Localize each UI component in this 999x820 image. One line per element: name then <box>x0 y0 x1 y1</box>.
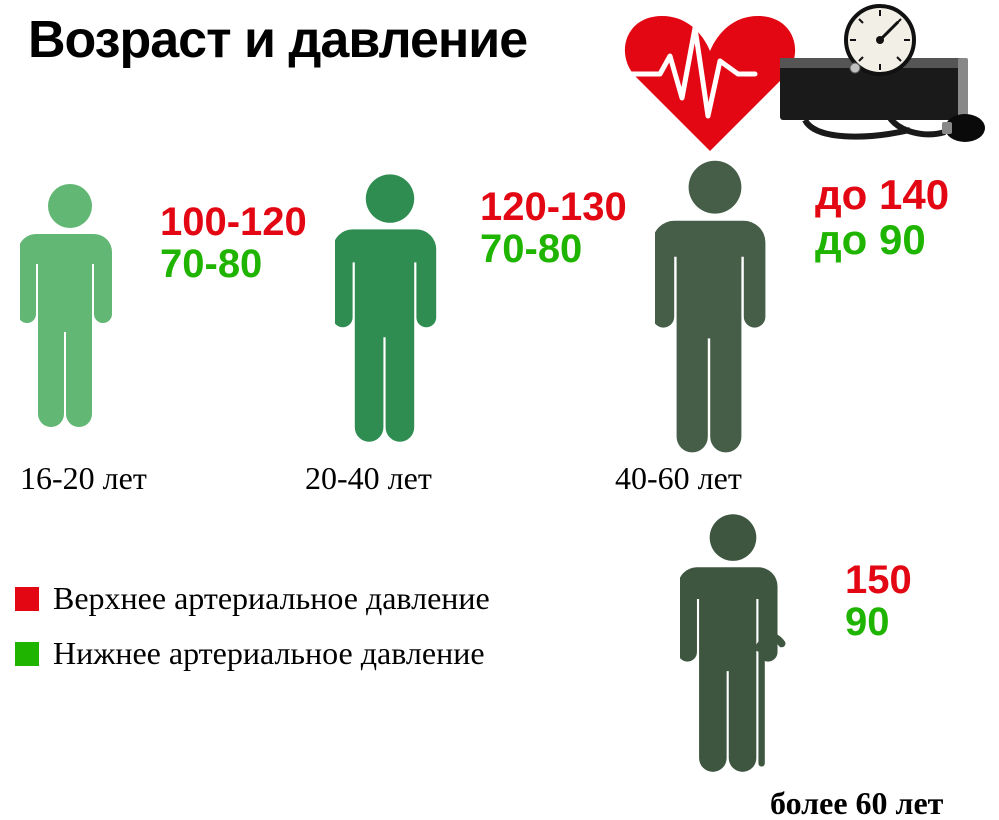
legend-label: Нижнее артериальное давление <box>53 635 485 672</box>
person-icon <box>20 180 120 435</box>
page-title: Возраст и давление <box>28 10 527 70</box>
legend-swatch <box>15 587 39 611</box>
person-icon <box>335 170 445 450</box>
person-icon <box>680 510 786 780</box>
page: Возраст и давление <box>0 0 999 820</box>
systolic-value: 100-120 <box>160 200 307 245</box>
age-label: 40-60 лет <box>615 460 742 497</box>
legend-swatch <box>15 642 39 666</box>
systolic-value: 150 <box>845 558 912 603</box>
systolic-value: 120-130 <box>480 185 627 230</box>
age-label: 16-20 лет <box>20 460 147 497</box>
diastolic-value: 70-80 <box>160 242 262 287</box>
legend-item-systolic: Верхнее артериальное давление <box>15 580 490 617</box>
diastolic-value: 90 <box>845 600 890 645</box>
legend-item-diastolic: Нижнее артериальное давление <box>15 635 490 672</box>
tonometer-icon <box>770 0 995 150</box>
legend-label: Верхнее артериальное давление <box>53 580 490 617</box>
systolic-value: до 140 <box>815 171 949 219</box>
diastolic-value: до 90 <box>815 216 926 264</box>
person-icon <box>655 156 775 461</box>
age-label: 20-40 лет <box>305 460 432 497</box>
age-label: более 60 лет <box>770 785 943 820</box>
legend: Верхнее артериальное давление Нижнее арт… <box>15 580 490 690</box>
diastolic-value: 70-80 <box>480 227 582 272</box>
